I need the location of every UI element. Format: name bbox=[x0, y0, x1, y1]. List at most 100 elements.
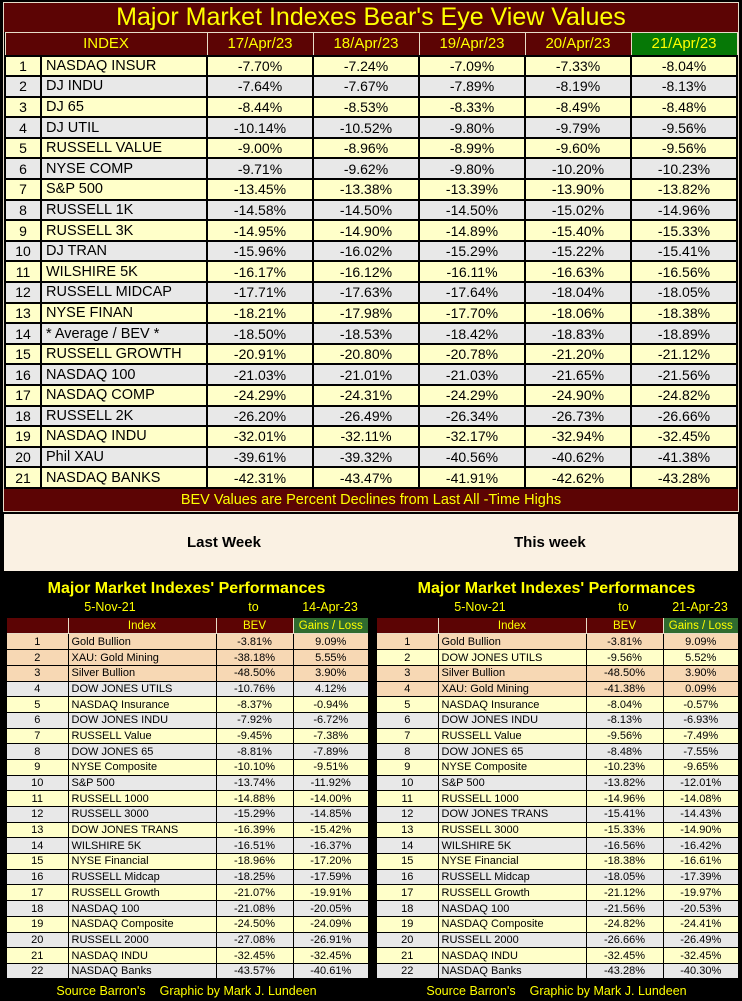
gain-loss-cell: -19.91% bbox=[292, 884, 370, 902]
index-name-cell: Gold Bullion bbox=[437, 633, 587, 651]
gain-loss-cell: -7.49% bbox=[662, 727, 740, 745]
table-row: 8 DOW JONES 65 -8.48% -7.55% bbox=[375, 743, 740, 760]
perf-header-gains: Gains / Loss bbox=[292, 616, 370, 635]
row-number-cell: 19 bbox=[375, 915, 439, 933]
table-row: 12 DOW JONES TRANS -15.41% -14.43% bbox=[375, 806, 740, 823]
index-name-cell: NASDAQ 100 bbox=[437, 900, 587, 917]
index-name-cell: NASDAQ Banks bbox=[437, 962, 587, 980]
index-name-cell: Silver Bullion bbox=[67, 664, 217, 682]
table-row: 10 S&P 500 -13.82% -12.01% bbox=[375, 774, 740, 792]
index-name-cell: NASDAQ COMP bbox=[40, 384, 208, 407]
table-row: 11 RUSSELL 1000 -14.96% -14.08% bbox=[375, 790, 740, 808]
gain-loss-cell: -12.01% bbox=[662, 774, 740, 792]
bev-value-cell: -9.45% bbox=[215, 727, 294, 745]
credit-label: Graphic by Mark J. Lundeen bbox=[159, 984, 317, 999]
row-number-cell: 3 bbox=[4, 95, 42, 119]
bev-value-cell: -24.50% bbox=[215, 915, 294, 933]
gain-loss-cell: -0.57% bbox=[662, 696, 740, 713]
bev-value-cell: -8.96% bbox=[312, 136, 420, 160]
bev-value-cell: -7.67% bbox=[312, 75, 420, 98]
table-row: 21 NASDAQ INDU -32.45% -32.45% bbox=[5, 947, 370, 964]
row-number-cell: 21 bbox=[4, 466, 42, 489]
bev-value-cell: -15.41% bbox=[585, 806, 664, 823]
table-row: 15 NYSE Financial -18.38% -16.61% bbox=[375, 853, 740, 870]
bev-value-cell: -13.38% bbox=[312, 178, 420, 201]
bev-value-cell: -18.89% bbox=[630, 322, 738, 345]
table-row: 12 RUSSELL MIDCAP -17.71% -17.63% -17.64% -18… bbox=[4, 281, 738, 304]
bev-value-cell: -7.89% bbox=[418, 75, 526, 98]
bev-value-cell: -3.81% bbox=[215, 633, 294, 651]
index-name-cell: NASDAQ Composite bbox=[437, 915, 587, 933]
table-row: 18 NASDAQ 100 -21.56% -20.53% bbox=[375, 900, 740, 917]
bev-value-cell: -15.40% bbox=[524, 219, 632, 242]
table-row: 6 NYSE COMP -9.71% -9.62% -9.80% -10.20% -10.2… bbox=[4, 157, 738, 181]
gain-loss-cell: -0.94% bbox=[292, 696, 370, 713]
table-row: 1 Gold Bullion -3.81% 9.09% bbox=[5, 633, 370, 651]
table-row: 17 RUSSELL Growth -21.07% -19.91% bbox=[5, 884, 370, 902]
index-name-cell: S&P 500 bbox=[67, 774, 217, 792]
table-row: 19 NASDAQ Composite -24.50% -24.09% bbox=[5, 915, 370, 933]
bev-value-cell: -10.23% bbox=[585, 758, 664, 776]
row-number-cell: 9 bbox=[375, 758, 439, 776]
bev-value-cell: -9.56% bbox=[630, 136, 738, 160]
index-name-cell: NYSE COMP bbox=[40, 157, 208, 181]
last-week-label: Last Week bbox=[187, 533, 261, 551]
index-name-cell: WILSHIRE 5K bbox=[67, 837, 217, 855]
bev-value-cell: -18.04% bbox=[524, 281, 632, 304]
bev-value-cell: -13.45% bbox=[206, 178, 314, 201]
bev-value-cell: -9.56% bbox=[585, 649, 664, 666]
table-row: 14 WILSHIRE 5K -16.51% -16.37% bbox=[5, 837, 370, 855]
bev-value-cell: -14.50% bbox=[312, 198, 420, 222]
bev-value-cell: -7.24% bbox=[312, 54, 420, 78]
bev-value-cell: -16.63% bbox=[524, 260, 632, 284]
date-to: 21-Apr-23 bbox=[672, 599, 728, 614]
bev-value-cell: -21.03% bbox=[418, 363, 526, 386]
table-row: 21 NASDAQ BANKS -42.31% -43.47% -41.91% -42.6… bbox=[4, 466, 738, 489]
table-row: 16 RUSSELL Midcap -18.25% -17.59% bbox=[5, 868, 370, 886]
index-name-cell: NASDAQ Banks bbox=[67, 962, 217, 980]
bev-value-cell: -26.49% bbox=[312, 404, 420, 428]
index-name-cell: DJ INDU bbox=[40, 75, 208, 98]
credit-label: Graphic by Mark J. Lundeen bbox=[529, 984, 687, 999]
row-number-cell: 5 bbox=[4, 136, 42, 160]
bev-value-cell: -15.33% bbox=[630, 219, 738, 242]
index-name-cell: NYSE FINAN bbox=[40, 301, 208, 325]
bev-header-row: INDEX 17/Apr/23 18/Apr/23 19/Apr/23 20/Apr/2… bbox=[4, 32, 738, 56]
row-number-cell: 2 bbox=[375, 649, 439, 666]
row-number-cell: 4 bbox=[375, 680, 439, 698]
gain-loss-cell: -7.55% bbox=[662, 743, 740, 760]
table-row: 6 DOW JONES INDU -7.92% -6.72% bbox=[5, 711, 370, 729]
row-number-cell: 18 bbox=[375, 900, 439, 917]
bev-value-cell: -18.83% bbox=[524, 322, 632, 345]
index-name-cell: S&P 500 bbox=[437, 774, 587, 792]
bev-value-cell: -9.71% bbox=[206, 157, 314, 181]
bev-value-cell: -9.80% bbox=[418, 157, 526, 181]
gain-loss-cell: -17.20% bbox=[292, 853, 370, 870]
perf-header-index: Index bbox=[67, 616, 217, 635]
table-row: 9 NYSE Composite -10.23% -9.65% bbox=[375, 758, 740, 776]
row-number-cell: 12 bbox=[375, 806, 439, 823]
table-row: 2 DOW JONES UTILS -9.56% 5.52% bbox=[375, 649, 740, 666]
gain-loss-cell: 9.09% bbox=[662, 633, 740, 651]
gain-loss-cell: -15.42% bbox=[292, 821, 370, 839]
bev-value-cell: -21.56% bbox=[585, 900, 664, 917]
row-number-cell: 3 bbox=[375, 664, 439, 682]
perf-header-gains: Gains / Loss bbox=[662, 616, 740, 635]
row-number-cell: 15 bbox=[5, 853, 69, 870]
bev-value-cell: -43.28% bbox=[585, 962, 664, 980]
gain-loss-cell: -9.65% bbox=[662, 758, 740, 776]
perf-date-range: 5-Nov-21 to 21-Apr-23 bbox=[375, 600, 738, 616]
bev-value-cell: -8.33% bbox=[418, 95, 526, 119]
bev-value-cell: -8.04% bbox=[630, 54, 738, 78]
perf-header-blank bbox=[5, 616, 69, 635]
index-name-cell: RUSSELL MIDCAP bbox=[40, 281, 208, 304]
bev-value-cell: -18.50% bbox=[206, 322, 314, 345]
gain-loss-cell: 9.09% bbox=[292, 633, 370, 651]
row-number-cell: 2 bbox=[5, 649, 69, 666]
row-number-cell: 7 bbox=[4, 178, 42, 201]
index-name-cell: RUSSELL 3000 bbox=[67, 806, 217, 823]
gain-loss-cell: -20.05% bbox=[292, 900, 370, 917]
bev-value-cell: -32.45% bbox=[215, 947, 294, 964]
index-name-cell: DJ UTIL bbox=[40, 116, 208, 139]
index-name-cell: NASDAQ 100 bbox=[67, 900, 217, 917]
